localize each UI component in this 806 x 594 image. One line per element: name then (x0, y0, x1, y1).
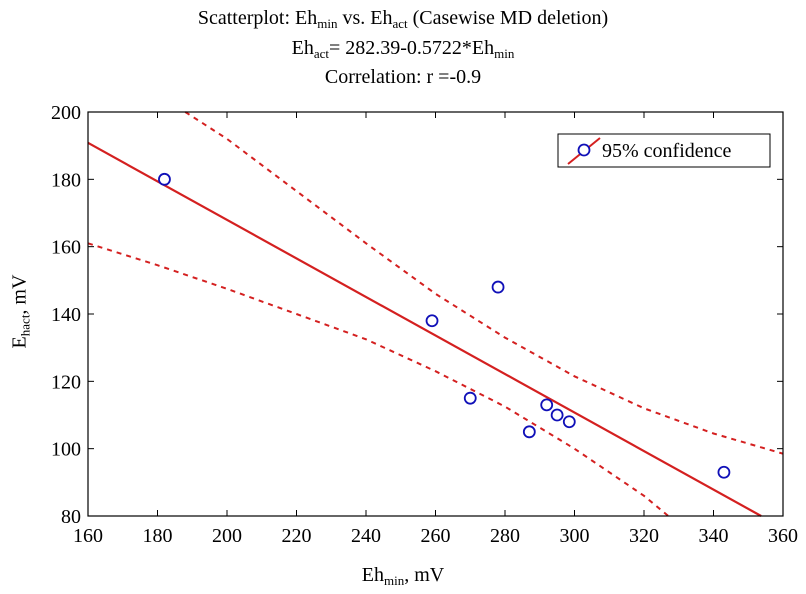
plot-frame (87, 111, 784, 517)
legend-marker-swatch (577, 143, 591, 157)
data-points (158, 172, 731, 479)
confidence-band-lower (87, 242, 669, 517)
y-tick-label: 80 (61, 506, 81, 528)
regression-line (87, 141, 762, 517)
data-point (491, 280, 505, 294)
x-axis-label: Ehmin, mV (361, 564, 445, 588)
y-tick-label: 120 (51, 371, 81, 393)
y-tick-label: 200 (51, 102, 81, 124)
legend-box (557, 133, 771, 168)
data-point (463, 391, 477, 405)
confidence-band-upper (184, 111, 784, 455)
data-point (425, 314, 439, 328)
x-tick-label: 280 (490, 525, 520, 547)
y-axis-label: Ehact, mV (8, 274, 33, 349)
x-tick-label: 320 (629, 525, 659, 547)
legend-label: 95% confidence (602, 140, 732, 162)
data-point (717, 465, 731, 479)
y-tick-label: 100 (51, 439, 81, 461)
y-tick-label: 160 (51, 237, 81, 259)
data-point (158, 172, 171, 186)
x-tick-label: 260 (421, 525, 451, 547)
axis-ticks: 160 180 200 220 240 260 280 300 320 340 360 80 100 12… (51, 102, 798, 547)
x-tick-label: 240 (351, 525, 381, 547)
chart-title: Scatterplot: Ehmin vs. Ehact (Casewise M… (197, 7, 609, 31)
x-tick-label: 180 (143, 525, 173, 547)
regression-equation: Ehact= 282.39-0.5722*Ehmin (291, 37, 515, 61)
correlation-text: Correlation: r =-0.9 (324, 66, 482, 88)
y-tick-label: 180 (51, 169, 81, 191)
data-point (562, 415, 576, 429)
legend: 95% confidence (557, 133, 771, 168)
x-tick-label: 300 (560, 525, 590, 547)
x-tick-label: 200 (212, 525, 242, 547)
y-tick-label: 140 (51, 304, 81, 326)
regression-line-group (87, 141, 762, 517)
x-tick-label: 220 (282, 525, 312, 547)
x-tick-label: 160 (73, 525, 103, 547)
x-tick-label: 340 (699, 525, 729, 547)
x-tick-label: 360 (768, 525, 798, 547)
data-point (522, 425, 536, 439)
data-point (550, 408, 564, 422)
data-point (540, 398, 554, 412)
confidence-bands (87, 111, 784, 517)
